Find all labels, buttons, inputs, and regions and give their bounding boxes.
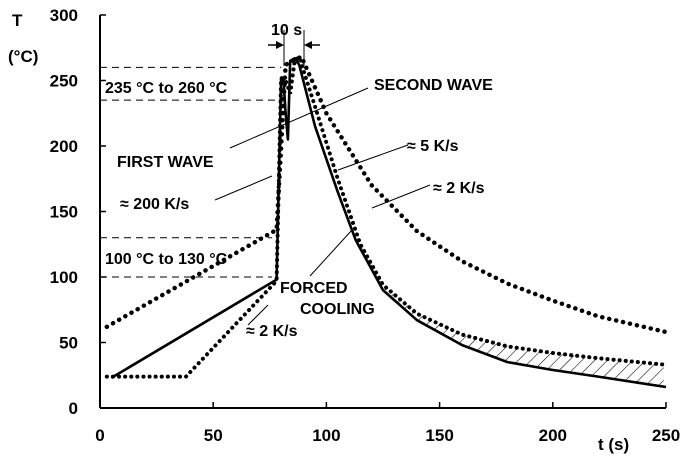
y-tick-label: 50 bbox=[59, 334, 78, 353]
x-tick-label: 50 bbox=[204, 426, 223, 445]
series-line-1 bbox=[110, 56, 667, 389]
rate-2-lower-label: ≈ 2 K/s bbox=[246, 323, 298, 340]
forced-cooling-label-line1: FORCED bbox=[280, 280, 348, 297]
range-low-label: 100 °C to 130 °C bbox=[105, 251, 228, 268]
reference-dashed-lines bbox=[100, 66, 282, 278]
series-layer bbox=[104, 53, 669, 389]
x-tick-label: 200 bbox=[539, 426, 567, 445]
series-line-3 bbox=[104, 54, 669, 335]
annotation-leader-lines bbox=[214, 87, 431, 326]
x-tick-label: 150 bbox=[425, 426, 453, 445]
y-tick-label: 0 bbox=[69, 399, 78, 418]
y-tick-label: 100 bbox=[50, 268, 78, 287]
axis-ticks: 0 50 100 150 200 250 0 50 100 150 200 250 300 bbox=[50, 6, 681, 445]
ten-second-marker: 10 s bbox=[268, 22, 320, 66]
second-wave-label: SECOND WAVE bbox=[374, 77, 493, 94]
range-high-label: 235 °C to 260 °C bbox=[105, 80, 228, 97]
rate-5-label: ≈ 5 K/s bbox=[407, 138, 459, 155]
forced-cooling-hatch-region bbox=[355, 231, 664, 387]
x-tick-label: 250 bbox=[652, 426, 680, 445]
x-tick-label: 100 bbox=[312, 426, 340, 445]
y-tick-label: 150 bbox=[50, 203, 78, 222]
rate-2-upper-label: ≈ 2 K/s bbox=[433, 180, 485, 197]
ten-second-label: 10 s bbox=[271, 22, 302, 39]
rate-200-label: ≈ 200 K/s bbox=[120, 196, 189, 213]
series-line-2 bbox=[104, 53, 668, 379]
y-tick-label: 250 bbox=[50, 72, 78, 91]
y-tick-label: 200 bbox=[50, 137, 78, 156]
forced-cooling-label-line2: COOLING bbox=[300, 301, 375, 318]
x-tick-label: 0 bbox=[95, 426, 104, 445]
y-tick-label: 300 bbox=[50, 6, 78, 25]
x-axis-title: t (s) bbox=[598, 435, 629, 454]
y-axis-title-symbol: T bbox=[12, 11, 23, 30]
y-axis-title-unit: (°C) bbox=[8, 47, 38, 66]
first-wave-label: FIRST WAVE bbox=[117, 154, 214, 171]
